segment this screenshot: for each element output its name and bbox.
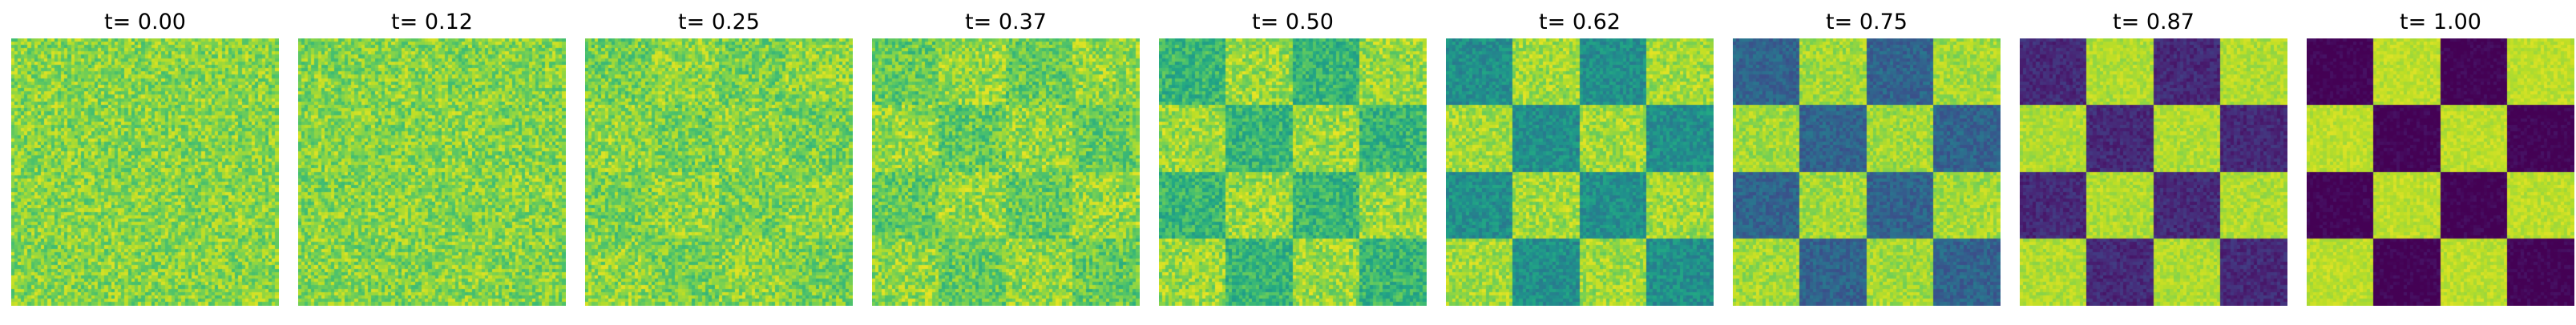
panel-title: t= 0.37 bbox=[965, 10, 1047, 34]
panel-t-0-37: t= 0.37 bbox=[872, 0, 1140, 325]
panel-title: t= 0.62 bbox=[1539, 10, 1621, 34]
heatmap-t-0-75 bbox=[1733, 38, 2001, 306]
panel-t-0-62: t= 0.62 bbox=[1446, 0, 1714, 325]
panel-t-1-00: t= 1.00 bbox=[2307, 0, 2574, 325]
panel-title: t= 0.00 bbox=[104, 10, 186, 34]
heatmap-t-1-00 bbox=[2307, 38, 2574, 306]
heatmap-t-0-12 bbox=[298, 38, 566, 306]
heatmap-t-0-00 bbox=[11, 38, 279, 306]
heatmap-t-0-37 bbox=[872, 38, 1140, 306]
heatmap-t-0-25 bbox=[585, 38, 853, 306]
panel-t-0-00: t= 0.00 bbox=[11, 0, 279, 325]
panel-title: t= 0.75 bbox=[1826, 10, 1908, 34]
panel-t-0-25: t= 0.25 bbox=[585, 0, 853, 325]
panel-t-0-12: t= 0.12 bbox=[298, 0, 566, 325]
panel-title: t= 0.50 bbox=[1252, 10, 1334, 34]
panel-title: t= 0.87 bbox=[2113, 10, 2194, 34]
panel-t-0-87: t= 0.87 bbox=[2020, 0, 2287, 325]
panel-title: t= 0.12 bbox=[391, 10, 473, 34]
panel-t-0-50: t= 0.50 bbox=[1159, 0, 1427, 325]
panel-title: t= 1.00 bbox=[2400, 10, 2481, 34]
panel-t-0-75: t= 0.75 bbox=[1733, 0, 2001, 325]
heatmap-t-0-62 bbox=[1446, 38, 1714, 306]
heatmap-t-0-87 bbox=[2020, 38, 2287, 306]
panel-title: t= 0.25 bbox=[678, 10, 760, 34]
heatmap-t-0-50 bbox=[1159, 38, 1427, 306]
